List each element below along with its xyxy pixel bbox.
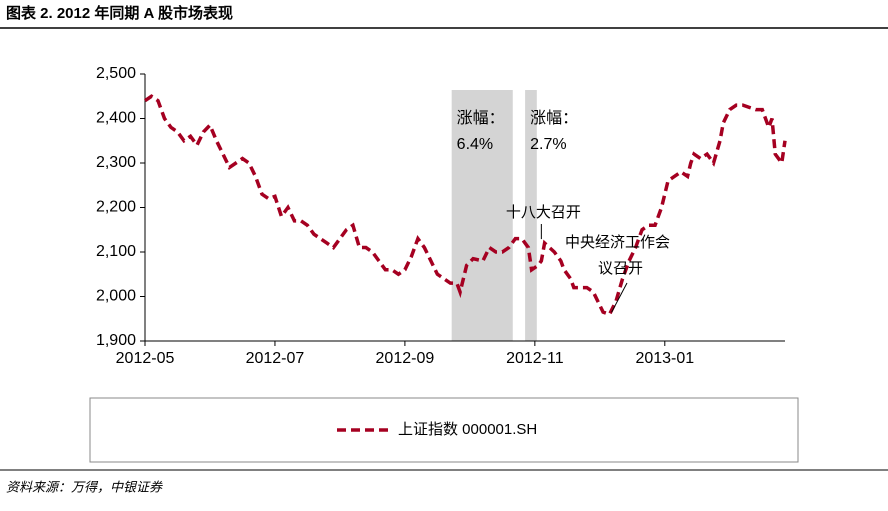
- gain-label: 涨幅：: [457, 109, 505, 127]
- y-tick-label: 2,200: [96, 199, 136, 216]
- x-tick-label: 2012-11: [506, 350, 564, 367]
- y-tick-label: 2,100: [96, 243, 136, 260]
- gain-value: 2.7%: [530, 136, 566, 153]
- x-tick-label: 2012-07: [246, 350, 305, 367]
- legend-label: 上证指数 000001.SH: [398, 421, 537, 438]
- annotation: 议召开: [598, 260, 643, 277]
- annotation: 十八大召开: [506, 204, 581, 221]
- chart-title: 图表 2. 2012 年同期 A 股市场表现: [6, 4, 233, 22]
- legend-box: [89, 397, 799, 463]
- y-tick-label: 2,300: [96, 154, 136, 171]
- x-tick-label: 2012-05: [116, 350, 175, 367]
- y-tick-label: 2,400: [96, 110, 136, 127]
- y-tick-label: 2,500: [96, 65, 136, 82]
- x-tick-label: 2012-09: [376, 350, 435, 367]
- annotation-line: [611, 282, 628, 313]
- annotation: 中央经济工作会: [565, 234, 670, 251]
- shaded-range: [525, 90, 537, 341]
- y-tick-label: 1,900: [96, 332, 136, 349]
- y-tick-label: 2,000: [96, 288, 136, 305]
- gain-value: 6.4%: [457, 136, 493, 153]
- series-line: [144, 94, 787, 317]
- source: 资料来源：万得，中银证券: [6, 479, 163, 494]
- gain-label: 涨幅：: [530, 109, 578, 127]
- shaded-range: [451, 90, 513, 341]
- x-tick-label: 2013-01: [635, 350, 694, 367]
